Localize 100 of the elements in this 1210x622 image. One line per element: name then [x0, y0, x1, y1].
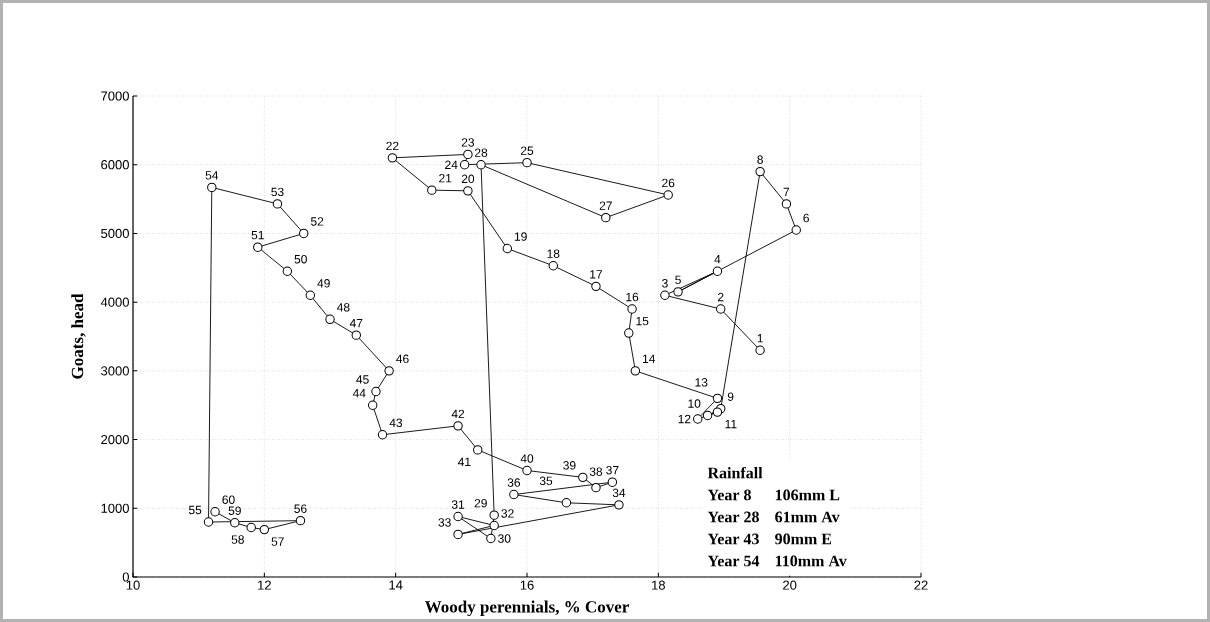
point — [230, 518, 240, 528]
annotation: 6 — [803, 213, 809, 223]
annotation: 60 — [222, 495, 235, 504]
annotation: 39 — [563, 461, 576, 470]
point — [272, 199, 283, 209]
annotation: 28 — [474, 148, 488, 157]
annotation: 1 — [757, 334, 763, 343]
point — [489, 520, 499, 531]
annotation: 25 — [520, 146, 534, 155]
annotation: 22 — [386, 141, 399, 151]
annotation: 26 — [662, 178, 675, 188]
annotation: 13 — [695, 378, 708, 387]
annotation: Year 8 — [707, 489, 751, 501]
x-axis-title: Woody perennials, % Cover — [424, 600, 629, 617]
point — [522, 465, 532, 476]
point — [377, 430, 388, 440]
point — [601, 212, 611, 223]
annotation: 14 — [642, 354, 656, 363]
annotation: 46 — [396, 354, 409, 364]
annotation: 5 — [675, 275, 681, 285]
annotation: 53 — [271, 187, 284, 197]
annotation: 59 — [228, 506, 241, 515]
point — [502, 243, 513, 254]
annotation: 4 — [714, 255, 721, 264]
point — [259, 524, 270, 535]
point — [325, 314, 335, 325]
y-tick-label: 5000 — [101, 228, 129, 239]
point — [282, 266, 293, 276]
point — [489, 510, 499, 520]
annotation: 44 — [352, 389, 366, 398]
annotation: 19 — [514, 232, 527, 241]
point — [453, 529, 463, 540]
point — [591, 281, 601, 292]
point — [702, 410, 713, 421]
annotation: 45 — [356, 375, 369, 384]
annotation: 51 — [251, 230, 264, 240]
point — [459, 160, 470, 170]
y-tick-label: 2000 — [101, 434, 129, 445]
annotation: 31 — [451, 500, 465, 509]
point — [663, 190, 673, 200]
point — [299, 228, 309, 239]
point — [463, 149, 473, 160]
y-tick-label: 7000 — [101, 91, 129, 101]
point — [607, 477, 618, 487]
annotation: 24 — [445, 160, 458, 169]
annotation: 41 — [457, 457, 471, 467]
annotation: 32 — [501, 509, 514, 518]
point — [453, 421, 463, 431]
x-tick-label: 18 — [652, 580, 665, 590]
annotation: 27 — [599, 201, 612, 210]
annotation: 38 — [589, 467, 603, 476]
point — [781, 199, 792, 209]
x-tick-label: 14 — [389, 580, 403, 590]
point — [561, 498, 572, 508]
annotation: 30 — [498, 534, 511, 543]
annotation: 7 — [783, 187, 790, 197]
annotation: 33 — [438, 518, 451, 527]
annotation: 16 — [626, 292, 639, 302]
annotation: 37 — [606, 465, 619, 475]
point — [203, 517, 214, 527]
y-tick-label: 1000 — [101, 503, 129, 513]
annotation: 21 — [439, 173, 452, 183]
point — [305, 290, 315, 300]
x-tick-label: 22 — [914, 580, 928, 590]
point — [614, 500, 624, 510]
annotation: 55 — [188, 505, 202, 515]
annotation: 106mm L — [775, 489, 840, 501]
point — [351, 330, 361, 340]
y-axis-title: Goats, head — [71, 293, 86, 379]
point — [716, 304, 726, 314]
annotation: 29 — [474, 498, 487, 508]
annotation: 12 — [678, 414, 691, 424]
annotation: Year 43 — [707, 533, 759, 545]
annotation: 10 — [688, 399, 701, 408]
x-tick-label: 20 — [783, 580, 797, 590]
x-tick-label: 10 — [126, 580, 140, 590]
point — [630, 366, 641, 376]
point — [486, 533, 496, 544]
point — [509, 489, 519, 500]
annotation: 2 — [717, 292, 724, 302]
point — [522, 157, 532, 168]
point — [712, 393, 723, 404]
point — [755, 345, 765, 355]
annotation: 43 — [389, 418, 403, 427]
x-tick-label: 12 — [258, 580, 271, 590]
annotation: 58 — [231, 535, 244, 544]
point — [591, 482, 601, 493]
annotation: 57 — [271, 537, 284, 546]
annotation: 15 — [636, 316, 649, 326]
y-tick-label: 0 — [122, 572, 129, 582]
point — [384, 366, 394, 376]
point — [210, 507, 220, 517]
annotation: 23 — [461, 138, 475, 147]
point — [755, 166, 765, 177]
annotation: 90mm E — [775, 533, 832, 545]
annotation: 50 — [294, 254, 307, 264]
annotation: 34 — [612, 488, 626, 498]
annotation: Year 54 — [707, 555, 760, 567]
annotation: 20 — [461, 174, 475, 184]
x-tick-label: 16 — [520, 580, 534, 590]
